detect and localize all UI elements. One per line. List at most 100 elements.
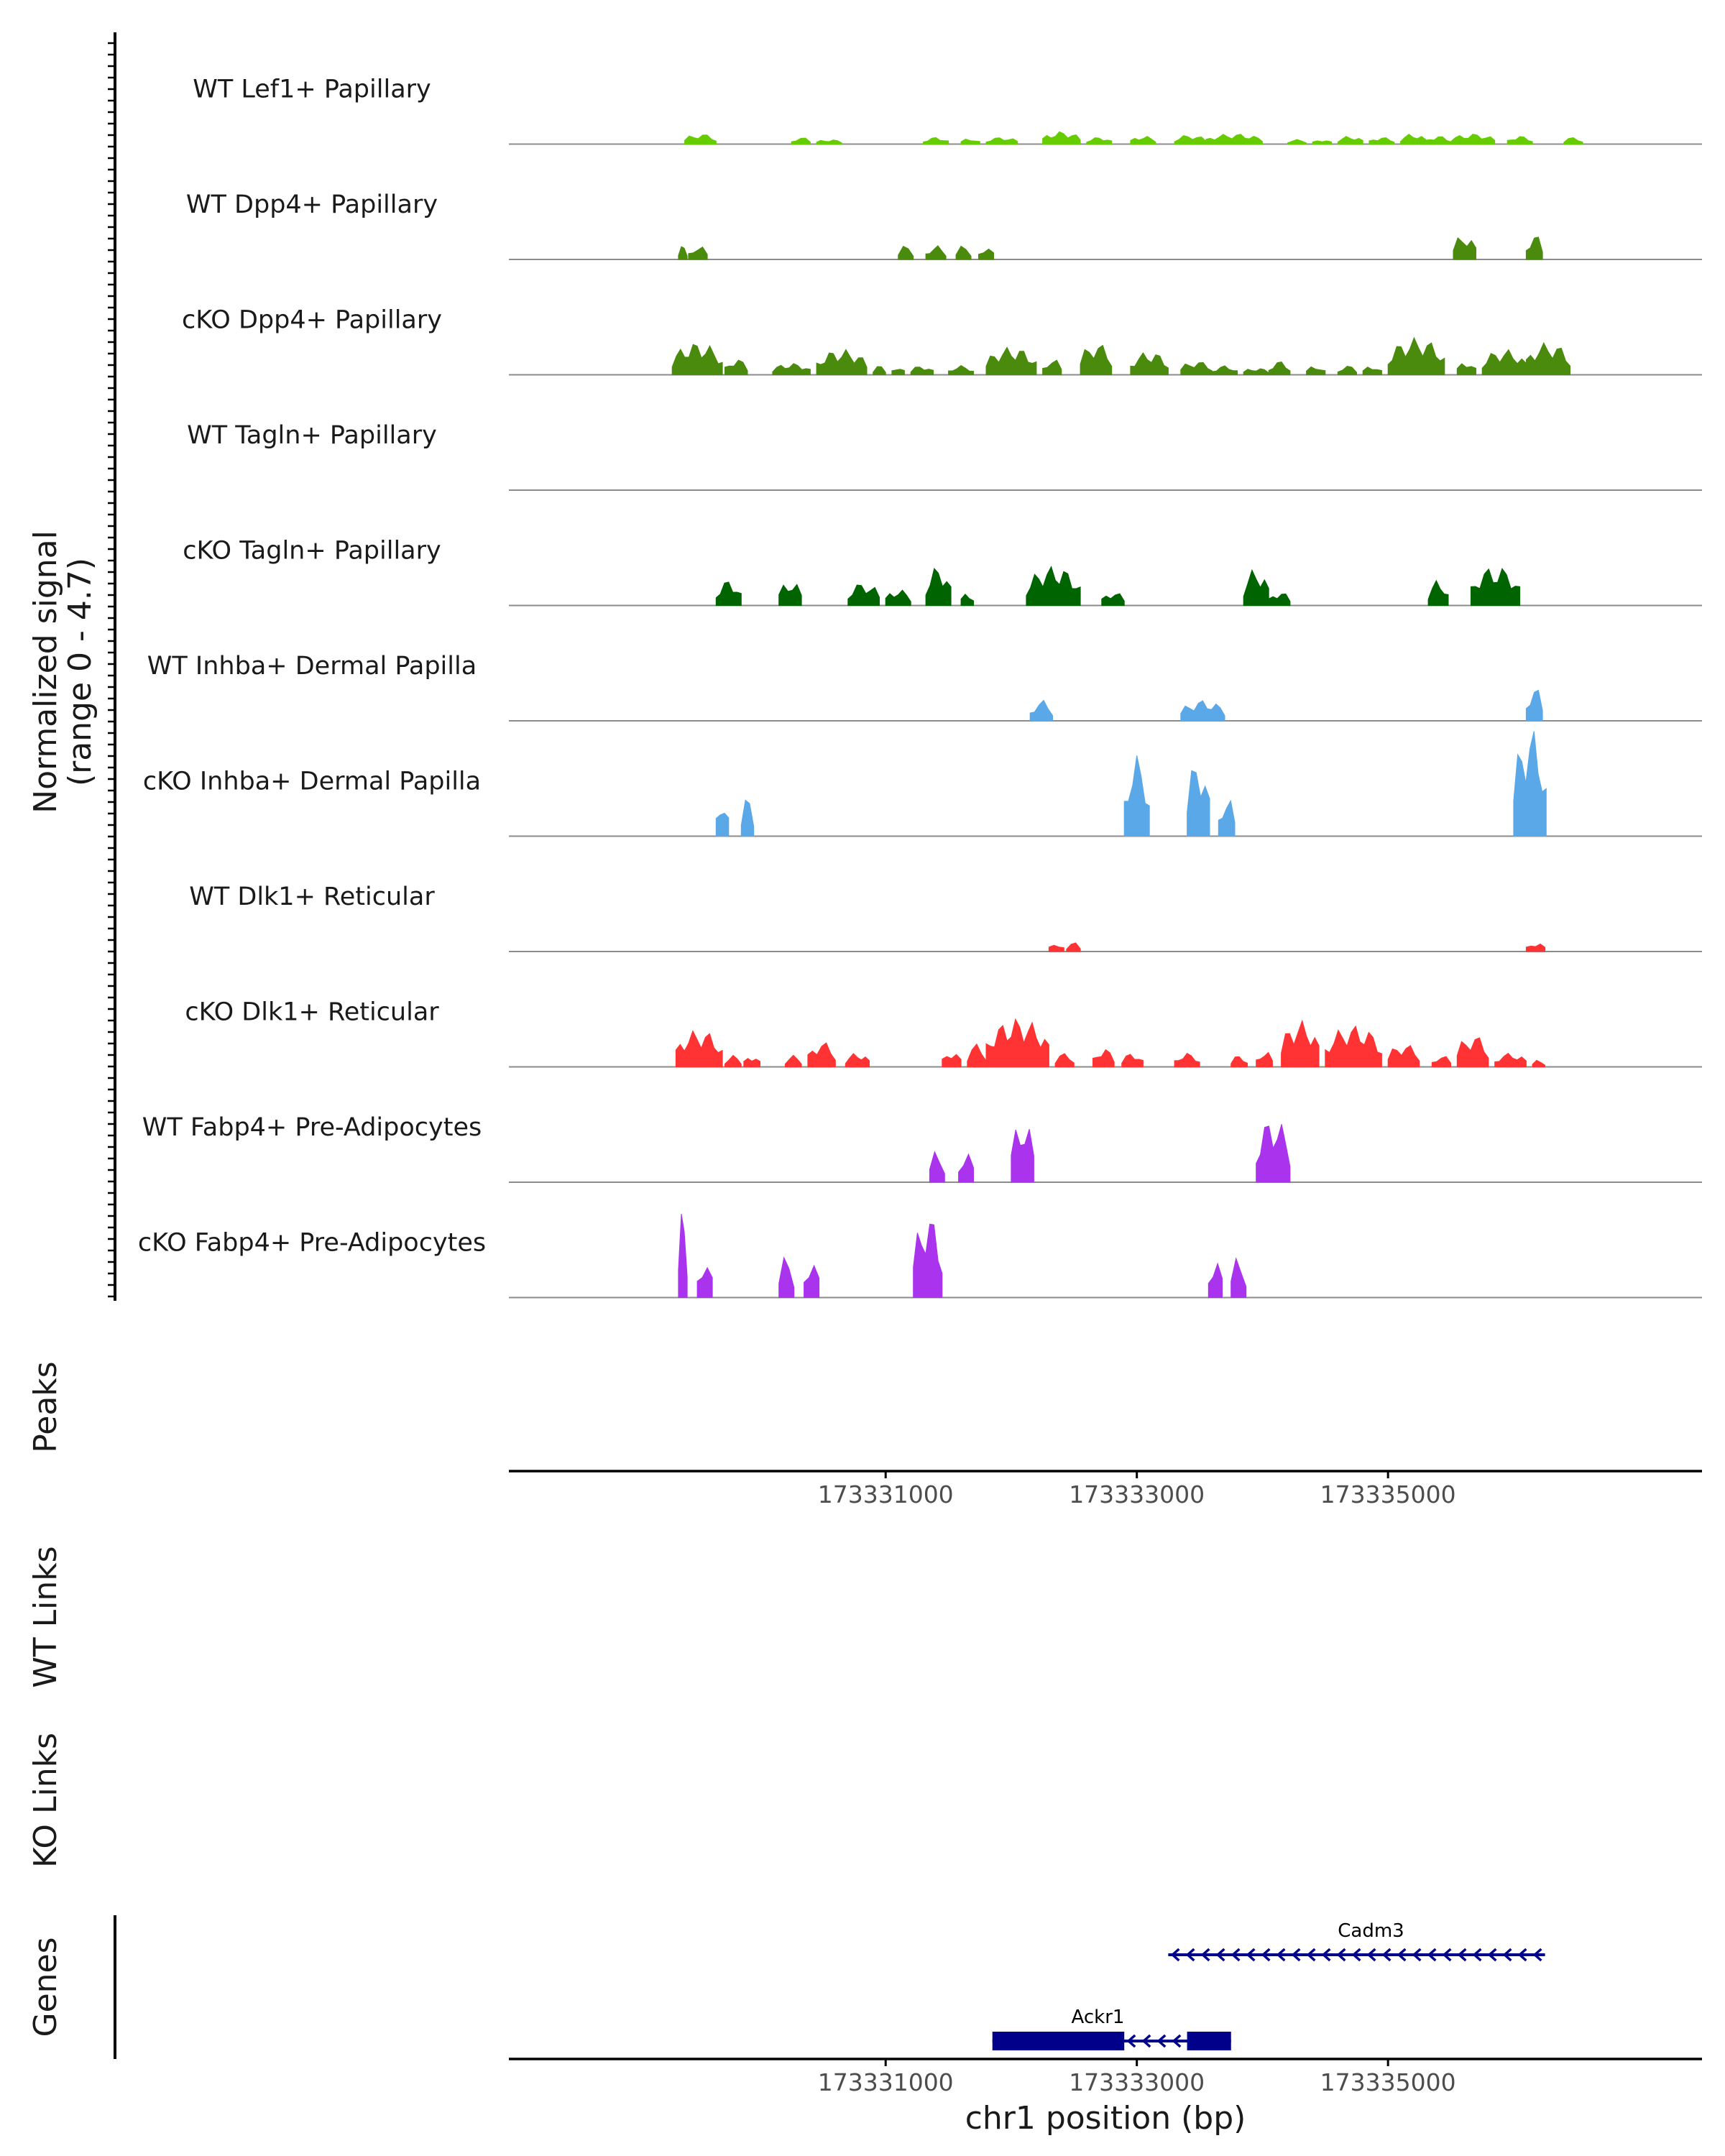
coverage-peak	[1387, 336, 1445, 375]
coverage-peak	[1042, 359, 1062, 375]
x-tick-label: 173333000	[1069, 1480, 1205, 1508]
gene-exon	[992, 2032, 1125, 2050]
coverage-peak	[816, 349, 868, 375]
coverage-peak	[985, 137, 1018, 144]
coverage-peak	[1123, 755, 1150, 837]
coverage-peak	[1306, 366, 1326, 375]
coverage-peak	[1208, 1262, 1223, 1298]
coverage-peak	[1121, 1054, 1144, 1067]
coverage-peak	[1525, 236, 1543, 260]
coverage-peak	[1337, 136, 1363, 144]
coverage-peak	[1525, 341, 1570, 375]
coverage-peak	[1400, 134, 1427, 144]
coverage-peak	[1101, 593, 1125, 606]
coverage-peak	[1187, 770, 1210, 837]
coverage-peak	[784, 1054, 802, 1067]
peaks-x-axis-ticks: 173331000 173333000 173335000	[818, 1471, 1456, 1508]
strand-arrow	[1126, 2034, 1136, 2048]
coverage-peak	[684, 134, 717, 144]
gene-label: Ackr1	[1072, 2007, 1125, 2028]
y-axis-title-main: Normalized signal	[27, 530, 64, 814]
coverage-peak	[1387, 1045, 1420, 1067]
x-tick-label: 173333000	[1069, 2068, 1205, 2096]
coverage-peak	[1256, 1051, 1273, 1067]
ko-links-panel-label: KO Links	[27, 1733, 64, 1868]
coverage-peak	[1456, 363, 1476, 375]
coverage-peak	[816, 139, 842, 144]
coverage-peak	[923, 137, 949, 144]
x-tick-label: 173335000	[1320, 2068, 1456, 2096]
coverage-peak	[1130, 351, 1169, 375]
coverage-peak	[847, 584, 880, 606]
wt-links-panel-label: WT Links	[27, 1546, 64, 1687]
coverage-peak	[958, 1153, 974, 1183]
strand-arrow	[1276, 1948, 1286, 1962]
coverage-peak	[724, 359, 748, 375]
strand-arrow	[1487, 1948, 1497, 1962]
coverage-peak	[929, 1151, 945, 1183]
coverage-peak	[743, 1058, 760, 1067]
strand-arrow	[1172, 2034, 1182, 2048]
y-axis-ruler	[108, 32, 116, 1301]
track-label: WT Dpp4+ Papillary	[186, 190, 438, 219]
strand-arrow	[1336, 1948, 1346, 1962]
strand-arrow	[1381, 1948, 1392, 1962]
coverage-peak	[1205, 134, 1263, 144]
coverage-peak	[910, 367, 934, 375]
strand-arrow	[1306, 1948, 1316, 1962]
coverage-peak	[1048, 944, 1064, 952]
coverage-tracks	[509, 131, 1702, 1299]
strand-arrow	[1200, 1948, 1210, 1962]
coverage-peak	[1218, 799, 1236, 837]
peaks-panel-label: Peaks	[27, 1361, 64, 1452]
coverage-peak	[925, 567, 952, 606]
coverage-peak	[1287, 139, 1307, 144]
coverage-peak	[1230, 1056, 1248, 1067]
track-label: WT Dlk1+ Reticular	[189, 883, 435, 911]
x-tick-label: 173335000	[1320, 1480, 1456, 1508]
coverage-peak	[885, 589, 911, 606]
coverage-peak	[715, 812, 730, 837]
coverage-peak	[1230, 1257, 1247, 1298]
coverage-peak	[1532, 1059, 1546, 1067]
coverage-peak	[1130, 136, 1156, 144]
coverage-peak	[772, 363, 811, 375]
coverage-peak	[978, 248, 994, 260]
coverage-peak	[1011, 1128, 1034, 1183]
coverage-peak	[891, 369, 905, 375]
strand-arrow	[1185, 1948, 1195, 1962]
strand-arrow	[1427, 1948, 1437, 1962]
track-label: cKO Inhba+ Dermal Papilla	[143, 768, 481, 796]
strand-arrow	[1246, 1948, 1256, 1962]
coverage-peak	[1450, 134, 1496, 144]
coverage-peak	[1312, 140, 1332, 144]
coverage-peak	[960, 593, 974, 606]
track-label: WT Fabp4+ Pre-Adipocytes	[142, 1113, 482, 1142]
coverage-peak	[942, 1054, 962, 1067]
strand-arrow	[1442, 1948, 1452, 1962]
coverage-peak	[1513, 731, 1547, 837]
coverage-peak	[696, 1266, 713, 1298]
coverage-peak	[1180, 700, 1225, 722]
coverage-peak	[1456, 1037, 1489, 1067]
coverage-peak	[1362, 367, 1382, 375]
coverage-peak	[778, 584, 802, 606]
coverage-peak	[1080, 344, 1113, 375]
coverage-peak	[675, 1030, 723, 1067]
strand-arrow	[1230, 1948, 1241, 1962]
coverage-peak	[1243, 568, 1269, 606]
coverage-peak	[1029, 699, 1054, 722]
track-label: WT Tagln+ Papillary	[187, 421, 437, 450]
track-label: WT Lef1+ Papillary	[193, 75, 431, 104]
coverage-peak	[1337, 365, 1357, 375]
strand-arrow	[1517, 1948, 1527, 1962]
coverage-peak	[1425, 136, 1451, 144]
coverage-peak	[1506, 136, 1533, 144]
coverage-peak	[985, 1018, 1049, 1067]
strand-arrow	[1351, 1948, 1361, 1962]
genes-x-axis-ticks: 173331000 173333000 173335000	[818, 2059, 1456, 2096]
coverage-peak	[791, 137, 811, 144]
coverage-peak	[678, 1214, 688, 1298]
track-labels: WT Lef1+ Papillary WT Dpp4+ Papillary cKO …	[138, 75, 486, 1258]
